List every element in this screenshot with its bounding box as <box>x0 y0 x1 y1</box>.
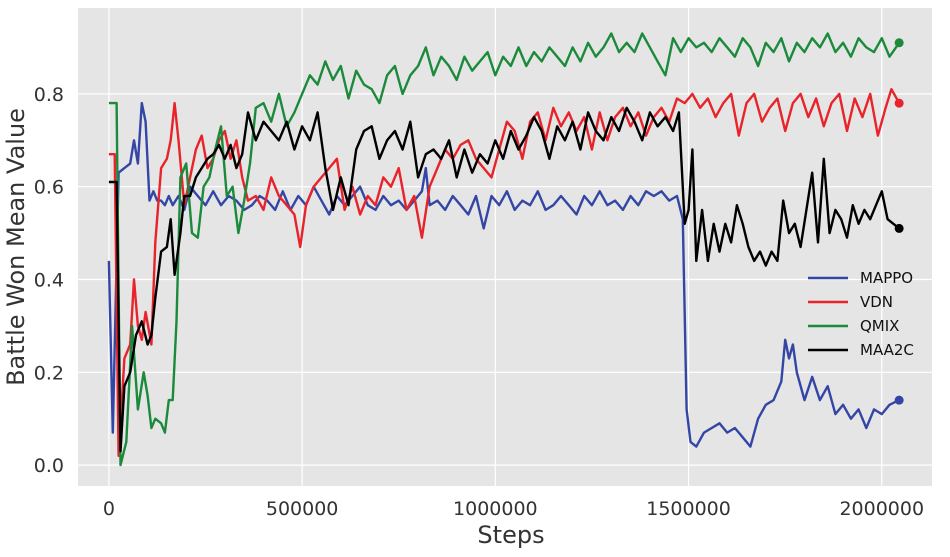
x-tick-label: 1000000 <box>453 498 538 520</box>
y-tick-label: 0.0 <box>34 455 64 477</box>
series-line-mappo <box>107 101 900 448</box>
series-line-maa2c <box>108 106 900 453</box>
y-tick-label: 0.4 <box>34 269 64 291</box>
legend: MAPPO VDN QMIX MAA2C <box>808 269 914 359</box>
series-lines <box>107 32 904 467</box>
y-tick-label: 0.2 <box>34 362 64 384</box>
series-end-marker-mappo <box>894 395 904 405</box>
y-tick-labels: 0.0 0.2 0.4 0.6 0.8 <box>34 84 64 477</box>
y-tick-label: 0.8 <box>34 84 64 106</box>
grid-lines <box>78 8 932 486</box>
x-tick-labels: 0 500000 1000000 1500000 2000000 <box>103 498 924 520</box>
series-line-vdn <box>108 88 901 457</box>
x-axis-title: Steps <box>477 521 544 549</box>
series-end-marker-qmix <box>894 38 904 48</box>
legend-label-qmix: QMIX <box>860 317 899 335</box>
x-tick-label: 500000 <box>266 498 339 520</box>
legend-label-maa2c: MAA2C <box>860 341 914 359</box>
x-tick-label: 0 <box>103 498 115 520</box>
x-tick-label: 2000000 <box>839 498 924 520</box>
series-end-marker-vdn <box>894 98 904 108</box>
y-tick-label: 0.6 <box>34 177 64 199</box>
x-tick-label: 1500000 <box>646 498 731 520</box>
series-end-marker-maa2c <box>894 223 904 233</box>
legend-label-mappo: MAPPO <box>860 269 913 287</box>
plot-background <box>78 8 932 486</box>
series-line-qmix <box>108 32 901 467</box>
legend-label-vdn: VDN <box>860 293 893 311</box>
y-axis-title: Battle Won Mean Value <box>2 108 30 386</box>
